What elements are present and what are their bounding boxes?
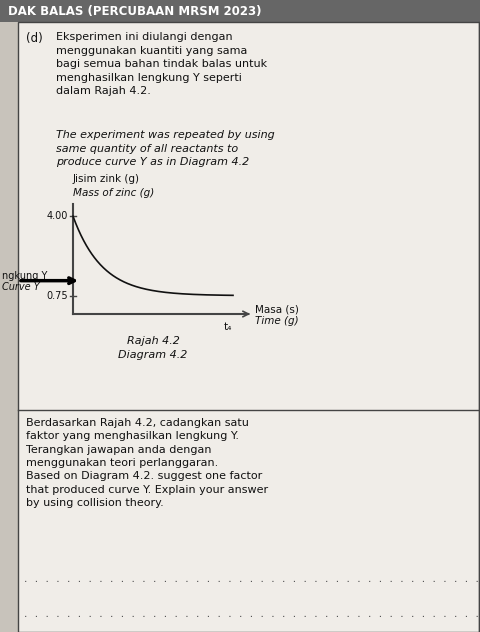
Text: Masa (s): Masa (s) — [254, 304, 298, 314]
Text: t₄: t₄ — [223, 322, 232, 332]
Text: Eksperimen ini diulangi dengan
menggunakan kuantiti yang sama
bagi semua bahan t: Eksperimen ini diulangi dengan menggunak… — [56, 32, 266, 97]
Bar — [0, 0, 480, 22]
Text: . . . . . . . . . . . . . . . . . . . . . . . . . . . . . . . . . . . . . . . . : . . . . . . . . . . . . . . . . . . . . … — [23, 610, 480, 619]
Text: Time (g): Time (g) — [254, 316, 298, 326]
Text: Curve Y: Curve Y — [2, 282, 40, 291]
Bar — [0, 22, 18, 632]
Text: Berdasarkan Rajah 4.2, cadangkan satu
faktor yang menghasilkan lengkung Y.
Teran: Berdasarkan Rajah 4.2, cadangkan satu fa… — [26, 418, 267, 508]
Text: Jisim zink (g): Jisim zink (g) — [73, 174, 140, 184]
Text: The experiment was repeated by using
same quantity of all reactants to
produce c: The experiment was repeated by using sam… — [56, 130, 274, 167]
Text: Diagram 4.2: Diagram 4.2 — [118, 350, 187, 360]
Text: 4.00: 4.00 — [47, 211, 68, 221]
Text: Mass of zinc (g): Mass of zinc (g) — [73, 188, 154, 198]
Text: DAK BALAS (PERCUBAAN MRSM 2023): DAK BALAS (PERCUBAAN MRSM 2023) — [8, 4, 261, 18]
Text: 0.75: 0.75 — [46, 291, 68, 301]
Text: Rajah 4.2: Rajah 4.2 — [126, 336, 179, 346]
Text: . . . . . . . . . . . . . . . . . . . . . . . . . . . . . . . . . . . . . . . . : . . . . . . . . . . . . . . . . . . . . … — [23, 575, 480, 584]
Text: (d): (d) — [26, 32, 43, 45]
Text: ngkung Y: ngkung Y — [2, 270, 47, 281]
